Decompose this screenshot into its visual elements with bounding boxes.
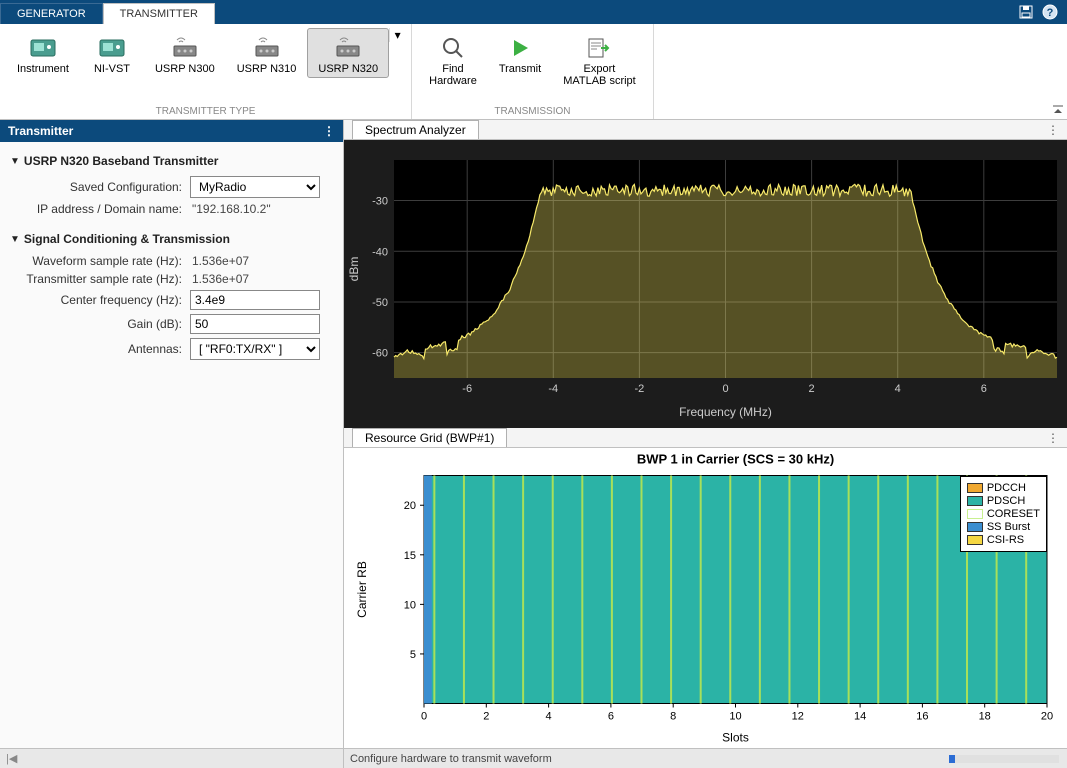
svg-text:-4: -4 <box>548 383 558 395</box>
resgrid-tab-bar: ⋮ Resource Grid (BWP#1) ⋮ <box>344 428 1067 448</box>
nivst-icon <box>98 35 126 61</box>
ribbon-export-label: Export MATLAB script <box>563 63 636 87</box>
ribbon-export[interactable]: Export MATLAB script <box>552 28 647 90</box>
svg-text:20: 20 <box>1041 711 1053 723</box>
status-progress <box>949 755 1059 763</box>
svg-text:5: 5 <box>410 649 416 661</box>
status-text: Configure hardware to transmit waveform <box>344 753 949 765</box>
ribbon-transmit[interactable]: Transmit <box>488 28 552 78</box>
tx-rate-value: 1.536e+07 <box>190 272 249 286</box>
svg-text:18: 18 <box>979 711 991 723</box>
ribbon-trans-label: TRANSMISSION <box>494 106 570 119</box>
gain-label: Gain (dB): <box>10 317 190 331</box>
svg-text:Carrier RB: Carrier RB <box>355 561 369 618</box>
tab-spectrum[interactable]: Spectrum Analyzer <box>352 120 479 139</box>
status-bar: |◀ Configure hardware to transmit wavefo… <box>0 748 1067 768</box>
svg-text:12: 12 <box>792 711 804 723</box>
wf-rate-value: 1.536e+07 <box>190 254 249 268</box>
svg-text:0: 0 <box>722 383 728 395</box>
find-hardware-icon <box>439 35 467 61</box>
panel-title-bar: Transmitter ⋮ <box>0 120 343 142</box>
resgrid-legend: PDCCH PDSCH CORESET SS Burst CSI-RS <box>960 476 1047 552</box>
svg-text:14: 14 <box>854 711 866 723</box>
svg-text:-40: -40 <box>372 246 388 258</box>
svg-text:-60: -60 <box>372 348 388 360</box>
tab-transmitter[interactable]: TRANSMITTER <box>103 3 215 24</box>
ribbon-type-dropdown[interactable]: ▾ <box>389 28 405 42</box>
panel-title: Transmitter <box>8 124 73 138</box>
center-freq-input[interactable] <box>190 290 320 310</box>
ribbon-nivst-label: NI-VST <box>94 63 130 75</box>
ribbon-usrp-n310[interactable]: USRP N310 <box>226 28 308 78</box>
section-baseband[interactable]: ▼USRP N320 Baseband Transmitter <box>10 154 333 168</box>
tx-rate-label: Transmitter sample rate (Hz): <box>10 272 190 286</box>
tab-resgrid[interactable]: Resource Grid (BWP#1) <box>352 428 507 447</box>
section-signal[interactable]: ▼Signal Conditioning & Transmission <box>10 232 333 246</box>
svg-text:6: 6 <box>608 711 614 723</box>
spectrum-tab-bar: ⋮ Spectrum Analyzer ⋮ <box>344 120 1067 140</box>
ribbon-instrument-label: Instrument <box>17 63 69 75</box>
ribbon-n320-label: USRP N320 <box>318 63 378 75</box>
ant-label: Antennas: <box>10 342 190 356</box>
svg-text:4: 4 <box>895 383 901 395</box>
svg-text:16: 16 <box>916 711 928 723</box>
ribbon-find-label: Find Hardware <box>429 63 477 87</box>
svg-text:15: 15 <box>404 550 416 562</box>
ribbon-n300-label: USRP N300 <box>155 63 215 75</box>
resgrid-menu-icon[interactable]: ⋮ <box>1039 431 1067 445</box>
ribbon-n310-label: USRP N310 <box>237 63 297 75</box>
svg-text:0: 0 <box>421 711 427 723</box>
main-tabstrip: GENERATOR TRANSMITTER ? <box>0 0 1067 24</box>
svg-text:-50: -50 <box>372 297 388 309</box>
ribbon: Instrument NI-VST USRP N300 USRP N310 US… <box>0 24 1067 120</box>
svg-text:10: 10 <box>404 599 416 611</box>
ribbon-instrument[interactable]: Instrument <box>6 28 80 78</box>
resource-grid-plot: BWP 1 in Carrier (SCS = 30 kHz) 0 2 4 6 8 10 12… <box>344 448 1067 748</box>
cf-label: Center frequency (Hz): <box>10 293 190 307</box>
ribbon-type-label: TRANSMITTER TYPE <box>156 106 256 119</box>
svg-text:6: 6 <box>981 383 987 395</box>
svg-text:-2: -2 <box>635 383 645 395</box>
svg-text:8: 8 <box>670 711 676 723</box>
ribbon-collapse[interactable] <box>1049 24 1067 119</box>
svg-text:-30: -30 <box>372 196 388 208</box>
usrp-n310-icon <box>253 35 281 61</box>
svg-text:20: 20 <box>404 500 416 512</box>
ribbon-find-hardware[interactable]: Find Hardware <box>418 28 488 90</box>
svg-text:dBm: dBm <box>347 257 361 282</box>
svg-text:Frequency (MHz): Frequency (MHz) <box>679 405 772 419</box>
save-icon[interactable] <box>1017 3 1035 21</box>
status-prev-icon[interactable]: |◀ <box>6 752 17 765</box>
usrp-n300-icon <box>171 35 199 61</box>
gain-input[interactable] <box>190 314 320 334</box>
panel-menu-icon[interactable]: ⋮ <box>323 124 335 138</box>
ip-label: IP address / Domain name: <box>10 202 190 216</box>
transmit-icon <box>506 35 534 61</box>
ribbon-usrp-n300[interactable]: USRP N300 <box>144 28 226 78</box>
wf-rate-label: Waveform sample rate (Hz): <box>10 254 190 268</box>
spectrum-menu-icon[interactable]: ⋮ <box>1039 123 1067 137</box>
spectrum-plot: -6 -4 -2 0 2 4 6 -30 -40 -50 -60 Frequency (MHz) dBm <box>344 140 1067 428</box>
export-icon <box>585 35 613 61</box>
saved-config-select[interactable]: MyRadio <box>190 176 320 198</box>
svg-text:-6: -6 <box>462 383 472 395</box>
antennas-select[interactable]: [ "RF0:TX/RX" ] <box>190 338 320 360</box>
ip-value: "192.168.10.2" <box>190 202 271 216</box>
svg-text:?: ? <box>1047 7 1054 19</box>
transmitter-panel: Transmitter ⋮ ▼USRP N320 Baseband Transm… <box>0 120 344 748</box>
svg-text:4: 4 <box>546 711 552 723</box>
saved-config-label: Saved Configuration: <box>10 180 190 194</box>
ribbon-usrp-n320[interactable]: USRP N320 <box>307 28 389 78</box>
svg-text:BWP 1 in Carrier (SCS = 30 kHz: BWP 1 in Carrier (SCS = 30 kHz) <box>637 452 834 467</box>
ribbon-transmit-label: Transmit <box>499 63 541 75</box>
svg-text:10: 10 <box>729 711 741 723</box>
tab-generator[interactable]: GENERATOR <box>0 3 103 24</box>
ribbon-nivst[interactable]: NI-VST <box>80 28 144 78</box>
svg-text:Slots: Slots <box>722 731 749 745</box>
help-icon[interactable]: ? <box>1041 3 1059 21</box>
svg-text:2: 2 <box>483 711 489 723</box>
svg-text:2: 2 <box>809 383 815 395</box>
instrument-icon <box>29 35 57 61</box>
usrp-n320-icon <box>334 35 362 61</box>
